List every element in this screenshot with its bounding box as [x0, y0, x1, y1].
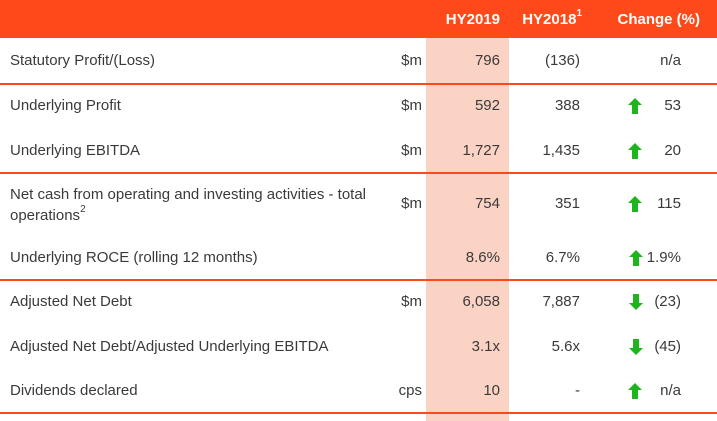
header-hy2018: HY20181	[522, 8, 582, 28]
row-change-value: 115	[657, 195, 681, 212]
divider	[0, 172, 717, 174]
table-header: HY2019 HY20181 Change (%)	[0, 0, 717, 38]
row-hy2019-value: 8.6%	[465, 249, 500, 266]
row-unit: $m	[401, 97, 422, 114]
row-change-value: 1.9%	[646, 249, 681, 266]
row-label: Underlying ROCE (rolling 12 months)	[10, 249, 258, 266]
row-change-value: n/a	[660, 382, 681, 399]
row-hy2018-value: 7,887	[542, 293, 580, 310]
row-hy2018-value: 1,435	[542, 142, 580, 159]
arrow-up-icon	[628, 383, 642, 399]
row-hy2019-value: 754	[474, 195, 500, 212]
row-unit: cps	[398, 382, 422, 399]
row-hy2018-value: 388	[554, 97, 580, 114]
row-hy2019-value: 592	[474, 97, 500, 114]
row-label: Net cash from operating and investing ac…	[10, 186, 395, 224]
hy2019-column-highlight	[426, 38, 509, 421]
row-label: Adjusted Net Debt/Adjusted Underlying EB…	[10, 338, 329, 355]
row-hy2019-value: 6,058	[462, 293, 500, 310]
row-change-value: 20	[664, 142, 681, 159]
row-hy2019-value: 3.1x	[471, 338, 500, 355]
row-change-value: (45)	[654, 338, 681, 355]
row-hy2018-value: (136)	[544, 52, 580, 69]
row-change-value: (23)	[654, 293, 681, 310]
arrow-down-icon	[629, 294, 643, 310]
row-unit: $m	[401, 142, 422, 159]
row-change-value: n/a	[660, 52, 681, 69]
row-label: Statutory Profit/(Loss)	[10, 52, 156, 69]
row-hy2018-value: 5.6x	[551, 338, 580, 355]
row-label: Underlying EBITDA	[10, 142, 141, 159]
arrow-up-icon	[629, 250, 643, 266]
row-label-footnote: 2	[80, 204, 86, 215]
arrow-down-icon	[629, 339, 643, 355]
header-change: Change (%)	[617, 11, 701, 28]
row-hy2019-value: 796	[474, 52, 500, 69]
row-unit: $m	[401, 52, 422, 69]
row-hy2019-value: 10	[483, 382, 500, 399]
row-unit: $m	[401, 293, 422, 310]
arrow-up-icon	[628, 196, 642, 212]
row-label-text: Net cash from operating and investing ac…	[10, 186, 367, 224]
row-unit: $m	[401, 195, 422, 212]
divider	[0, 279, 717, 281]
row-change-value: 53	[664, 97, 681, 114]
header-hy2018-label: HY2018	[522, 11, 577, 28]
header-hy2018-footnote: 1	[576, 8, 582, 19]
row-hy2018-value: 6.7%	[545, 249, 580, 266]
row-label: Dividends declared	[10, 382, 138, 399]
row-label: Underlying Profit	[10, 97, 121, 114]
row-label: Adjusted Net Debt	[10, 293, 132, 310]
divider	[0, 83, 717, 85]
row-hy2018-value: 351	[554, 195, 580, 212]
arrow-up-icon	[628, 143, 642, 159]
row-hy2018-value: -	[575, 382, 580, 399]
header-hy2019: HY2019	[445, 11, 500, 28]
row-hy2019-value: 1,727	[462, 142, 500, 159]
divider	[0, 412, 717, 414]
arrow-up-icon	[628, 98, 642, 114]
